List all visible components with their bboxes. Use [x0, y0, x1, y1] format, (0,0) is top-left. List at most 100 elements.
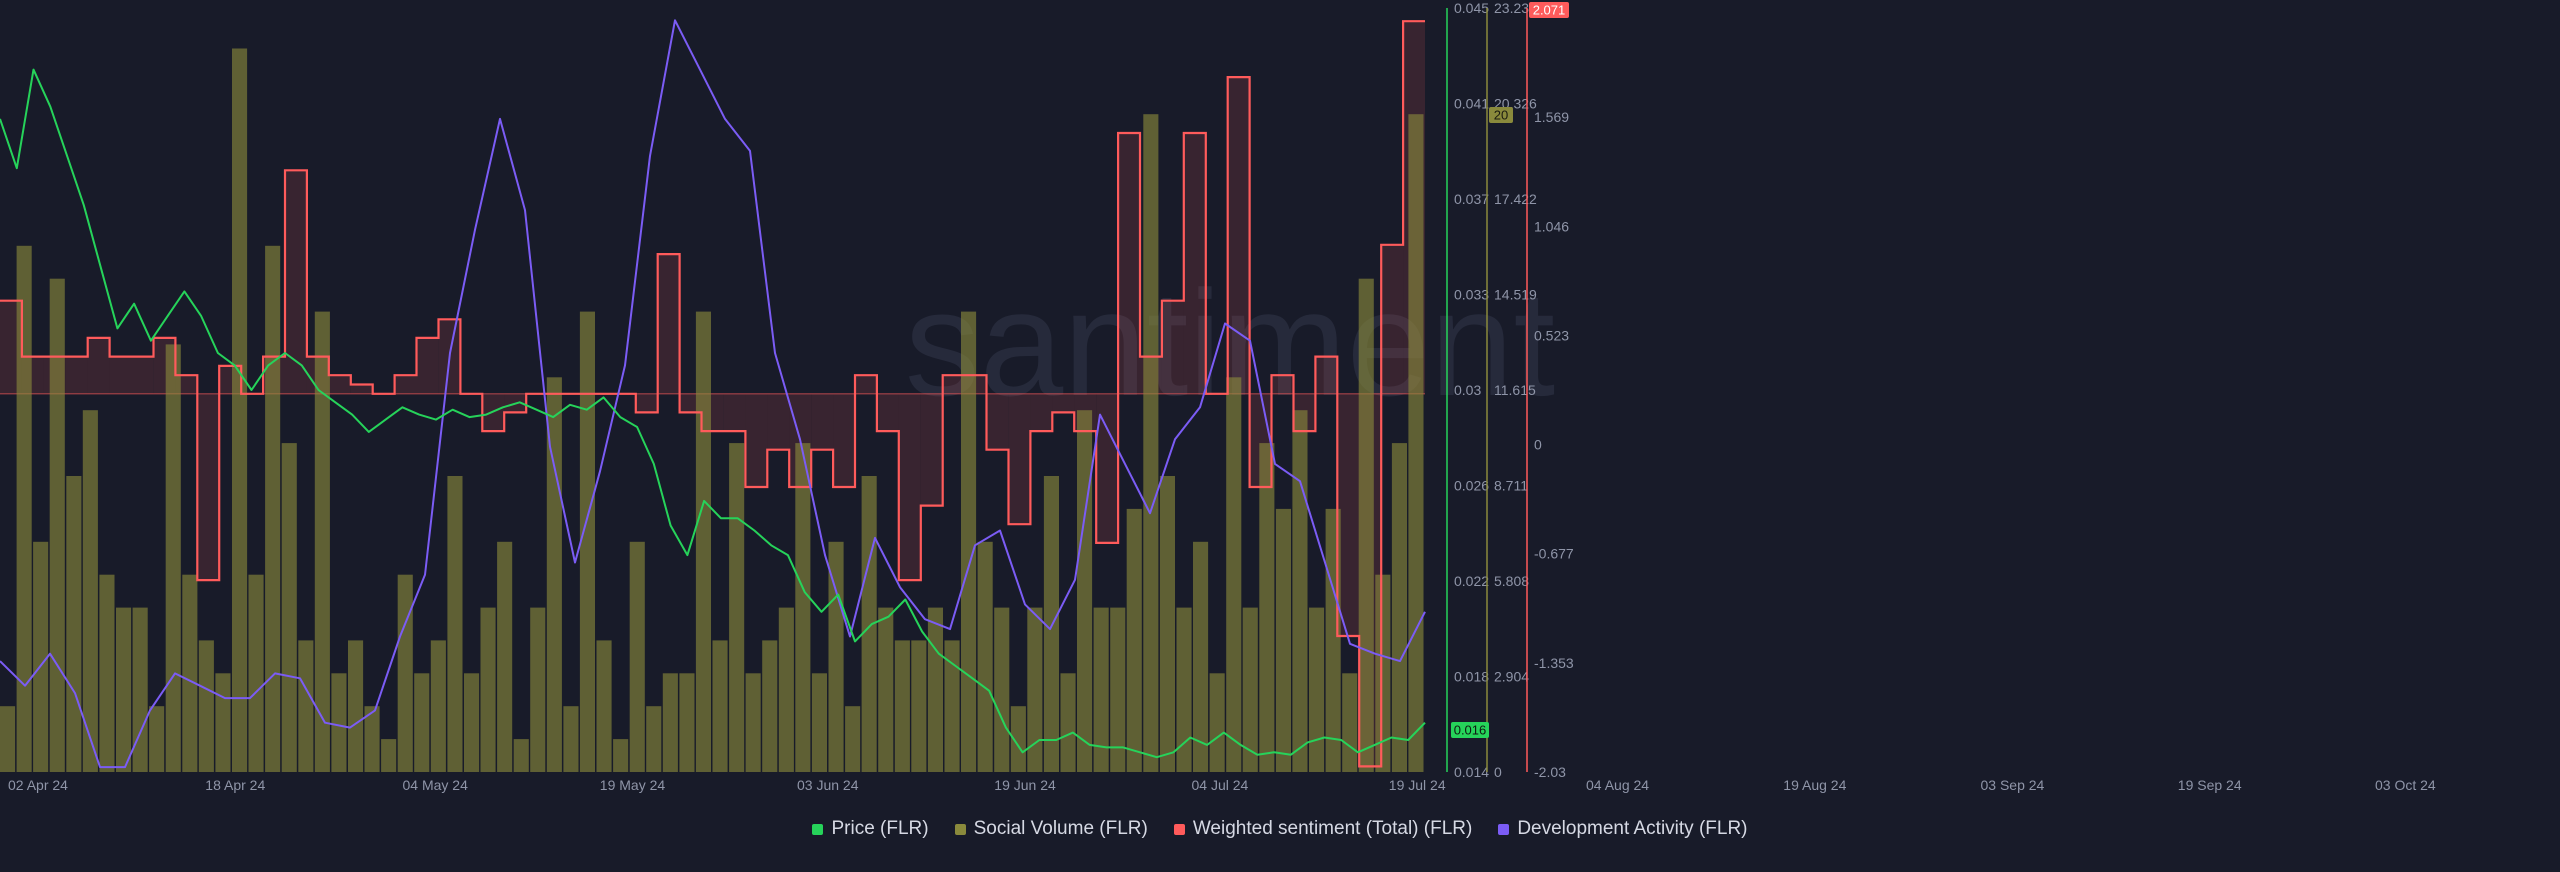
sentiment-line[interactable] — [0, 20, 1425, 768]
social-volume-bar[interactable] — [695, 311, 711, 772]
social-volume-bar[interactable] — [994, 607, 1010, 772]
social-volume-axis-tick: 0 — [1494, 764, 1502, 780]
social-volume-bar[interactable] — [0, 706, 16, 772]
social-volume-bar[interactable] — [811, 673, 827, 772]
social-volume-bar[interactable] — [911, 640, 927, 772]
social-volume-bar[interactable] — [1259, 443, 1275, 772]
social-volume-bar[interactable] — [248, 574, 264, 772]
social-volume-bar[interactable] — [1375, 574, 1391, 772]
social-volume-bar[interactable] — [629, 541, 645, 772]
social-volume-bar[interactable] — [1193, 541, 1209, 772]
social-volume-bar[interactable] — [1408, 114, 1424, 772]
legend-item-dev-activity[interactable]: Development Activity (FLR) — [1498, 818, 1748, 840]
legend-item-social-volume[interactable]: Social Volume (FLR) — [954, 818, 1148, 840]
social-volume-bar[interactable] — [116, 607, 132, 772]
price-axis-tick: 0.041 — [1454, 96, 1489, 112]
social-volume-bar[interactable] — [298, 640, 314, 772]
social-volume-bar[interactable] — [729, 443, 745, 772]
social-volume-bar[interactable] — [961, 311, 977, 772]
social-volume-bar[interactable] — [1358, 278, 1374, 772]
price-line[interactable] — [0, 68, 1426, 759]
dev-activity-line[interactable] — [0, 19, 1426, 769]
social-volume-bar[interactable] — [795, 443, 811, 772]
social-volume-bar[interactable] — [348, 640, 364, 772]
social-volume-bar[interactable] — [447, 476, 463, 772]
social-volume-bar[interactable] — [1010, 706, 1026, 772]
social-volume-bar[interactable] — [265, 245, 281, 773]
social-volume-bar[interactable] — [66, 476, 82, 772]
social-volume-bar[interactable] — [232, 48, 248, 773]
legend-item-sentiment[interactable]: Weighted sentiment (Total) (FLR) — [1173, 818, 1472, 840]
social-volume-bar[interactable] — [16, 245, 32, 773]
social-volume-bar[interactable] — [613, 739, 629, 772]
legend-swatch-price — [812, 823, 824, 835]
legend-item-price[interactable]: Price (FLR) — [812, 818, 929, 840]
social-volume-bar[interactable] — [33, 541, 49, 772]
social-volume-bar[interactable] — [1027, 607, 1043, 772]
social-volume-bar[interactable] — [1292, 410, 1308, 772]
social-volume-bar[interactable] — [845, 706, 861, 772]
social-volume-bar[interactable] — [662, 673, 678, 772]
social-volume-bar[interactable] — [679, 673, 695, 772]
social-volume-bar[interactable] — [1093, 607, 1109, 772]
social-volume-bar[interactable] — [281, 443, 297, 772]
social-volume-bar[interactable] — [745, 673, 761, 772]
social-volume-bar[interactable] — [480, 607, 496, 772]
social-volume-bar[interactable] — [1226, 377, 1242, 772]
social-volume-bar[interactable] — [82, 410, 98, 772]
social-volume-bar[interactable] — [596, 640, 612, 772]
social-volume-bar[interactable] — [182, 574, 198, 772]
social-volume-bar[interactable] — [546, 377, 562, 772]
sentiment-fill — [1008, 393, 1031, 525]
social-volume-bar[interactable] — [1391, 443, 1407, 772]
social-volume-badge: 20 — [1494, 108, 1508, 123]
social-volume-bar[interactable] — [927, 607, 943, 772]
social-volume-bar[interactable] — [1342, 673, 1358, 772]
social-volume-bar[interactable] — [1060, 673, 1076, 772]
social-volume-bar[interactable] — [646, 706, 662, 772]
social-volume-bar[interactable] — [99, 574, 115, 772]
social-volume-bar[interactable] — [364, 706, 380, 772]
social-volume-bar[interactable] — [132, 607, 148, 772]
social-volume-bar[interactable] — [1275, 508, 1291, 772]
social-volume-bar[interactable] — [198, 640, 214, 772]
social-volume-bar[interactable] — [1325, 508, 1341, 772]
social-volume-bar[interactable] — [878, 607, 894, 772]
social-volume-bar[interactable] — [579, 311, 595, 772]
social-volume-bar[interactable] — [1110, 607, 1126, 772]
social-volume-bar[interactable] — [215, 673, 231, 772]
social-volume-bar[interactable] — [563, 706, 579, 772]
social-volume-bar[interactable] — [977, 541, 993, 772]
social-volume-bar[interactable] — [1143, 114, 1159, 772]
x-axis-tick: 03 Jun 24 — [797, 777, 859, 793]
social-volume-bar[interactable] — [894, 640, 910, 772]
social-volume-bar[interactable] — [149, 706, 165, 772]
social-volume-bar[interactable] — [464, 673, 480, 772]
social-volume-bar[interactable] — [513, 739, 529, 772]
sentiment-axis-tick: 1.046 — [1534, 218, 1569, 234]
social-volume-bar[interactable] — [1043, 476, 1059, 772]
social-volume-bar[interactable] — [1309, 607, 1325, 772]
social-volume-bar[interactable] — [762, 640, 778, 772]
social-volume-bar[interactable] — [497, 541, 513, 772]
social-volume-bar[interactable] — [1159, 476, 1175, 772]
social-volume-bar[interactable] — [778, 607, 794, 772]
social-volume-bar[interactable] — [1176, 607, 1192, 772]
social-volume-bar[interactable] — [1077, 410, 1093, 772]
social-volume-bar[interactable] — [165, 344, 181, 772]
social-volume-bar[interactable] — [530, 607, 546, 772]
social-volume-bar[interactable] — [397, 574, 413, 772]
social-volume-bar[interactable] — [331, 673, 347, 772]
social-volume-bar[interactable] — [1242, 607, 1258, 772]
social-volume-bar[interactable] — [314, 311, 330, 772]
social-volume-bar[interactable] — [414, 673, 430, 772]
social-volume-bar[interactable] — [381, 739, 397, 772]
social-volume-bar[interactable] — [430, 640, 446, 772]
sentiment-fill — [131, 356, 154, 394]
social-volume-bar[interactable] — [712, 640, 728, 772]
social-volume-bar[interactable] — [1126, 508, 1142, 772]
social-volume-bar[interactable] — [944, 640, 960, 772]
social-volume-bar[interactable] — [49, 278, 65, 772]
social-volume-bar[interactable] — [1209, 673, 1225, 772]
